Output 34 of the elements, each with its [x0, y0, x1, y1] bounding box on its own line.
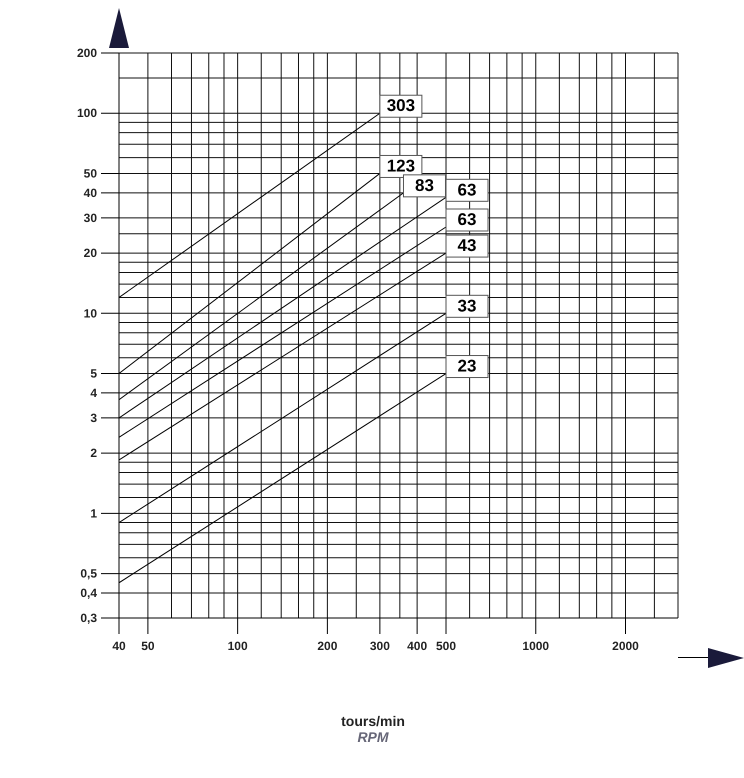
x-tick-label: 500: [436, 639, 456, 653]
series-label: 33: [458, 296, 476, 316]
y-tick-label: 0,4: [80, 586, 98, 600]
series-label: 303: [386, 96, 416, 116]
y-tick-label: 50: [84, 166, 98, 180]
text: RPM: [356, 729, 390, 745]
series-label: 23: [458, 356, 476, 376]
y-tick-label: 4: [90, 386, 98, 400]
y-tick-label: 2: [90, 446, 98, 460]
series-label: 43: [458, 236, 476, 256]
x-tick-label: 1000: [522, 639, 550, 653]
y-tick-label: 5: [90, 366, 98, 381]
x-tick-label: 200: [317, 639, 338, 653]
y-tick-label: 10: [84, 306, 98, 320]
y-tick-label: 40: [84, 186, 98, 200]
x-axis-title: tours/min: [340, 713, 406, 729]
x-tick-label: 100: [228, 639, 248, 653]
y-tick-label: 1: [90, 506, 98, 520]
series-label: 123: [386, 156, 416, 176]
x-tick-label: 300: [370, 639, 390, 653]
y-tick-label: 200: [76, 46, 98, 60]
y-tick-label: 3: [90, 410, 98, 425]
y-tick-label: 0,5: [80, 566, 98, 581]
y-tick-label: 30: [84, 210, 98, 225]
series-label: 63: [458, 210, 476, 229]
series-label: 63: [458, 180, 476, 200]
y-tick-label: 100: [76, 106, 98, 120]
x-tick-label: 2000: [612, 639, 640, 653]
x-tick-label: 40: [112, 639, 126, 653]
series-label: 83: [415, 176, 434, 195]
x-tick-label: 400: [407, 639, 428, 653]
y-tick-label: 20: [84, 246, 98, 260]
y-tick-label: 0,3: [80, 611, 98, 625]
x-tick-label: 50: [141, 639, 155, 653]
